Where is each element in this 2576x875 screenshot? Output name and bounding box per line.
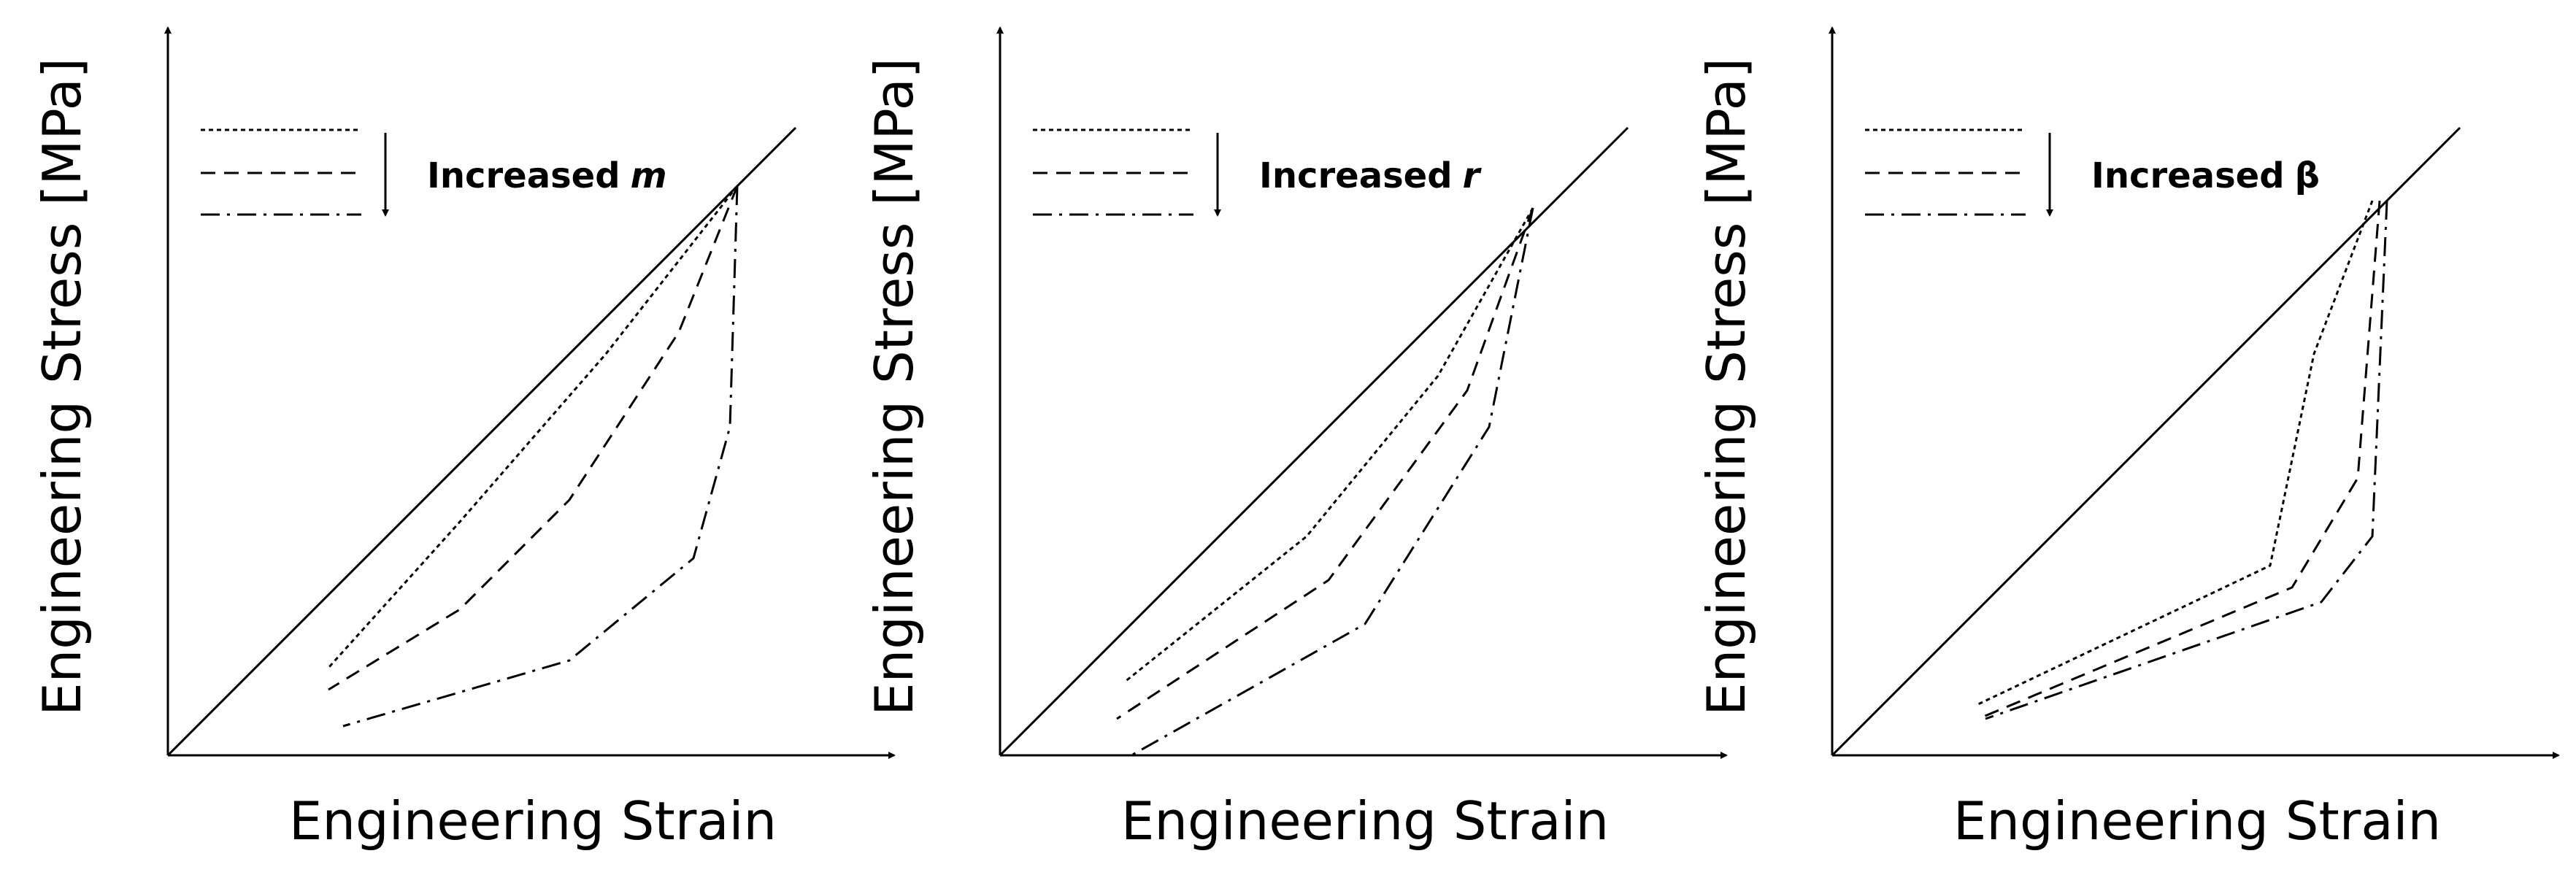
series-line-dashed [1977, 200, 2381, 720]
x-axis-label: Engineering Strain [289, 790, 777, 852]
series-line-dashdot [1131, 207, 1534, 757]
legend-param: β [2295, 155, 2320, 196]
legend-title: Increased [427, 155, 620, 196]
legend: Increased r [1033, 128, 1483, 217]
plot-area [1829, 26, 2560, 759]
series-line-dotted [1123, 207, 1534, 684]
legend-param: r [1463, 155, 1483, 196]
series-line-dashdot [342, 185, 739, 728]
series-line-dashed [1116, 207, 1534, 720]
y-axis-label: Engineering Stress [MPa] [31, 58, 93, 716]
panel-1: Engineering Stress [MPa] Engineering Str… [31, 26, 896, 852]
x-axis-label: Engineering Strain [1953, 790, 2441, 852]
y-axis-label: Engineering Stress [MPa] [864, 58, 925, 716]
series-line-dashdot [1985, 200, 2388, 720]
series-line-solid [1831, 126, 2461, 757]
legend-label: Increased m [427, 155, 667, 196]
legend-title: Increased [2091, 155, 2285, 196]
legend: Increased β [1865, 128, 2320, 217]
legend-param: m [631, 155, 667, 196]
y-axis-label: Engineering Stress [MPa] [1696, 58, 1757, 716]
series-line-solid [166, 126, 797, 757]
panel-3: Engineering Stress [MPa] Engineering Str… [1696, 26, 2560, 852]
legend-label: Increased r [1259, 155, 1483, 196]
series-line-dotted [327, 185, 739, 669]
x-axis-label: Engineering Strain [1121, 790, 1609, 852]
legend-title: Increased [1259, 155, 1453, 196]
series-line-solid [999, 126, 1629, 757]
series-line-dashed [328, 185, 739, 691]
legend: Increased m [201, 128, 667, 217]
plot-area [164, 26, 896, 759]
legend-label: Increased β [2091, 155, 2320, 196]
panel-2: Engineering Stress [MPa] Engineering Str… [864, 26, 1728, 852]
series-line-dotted [1977, 200, 2374, 706]
plot-area [996, 26, 1728, 759]
